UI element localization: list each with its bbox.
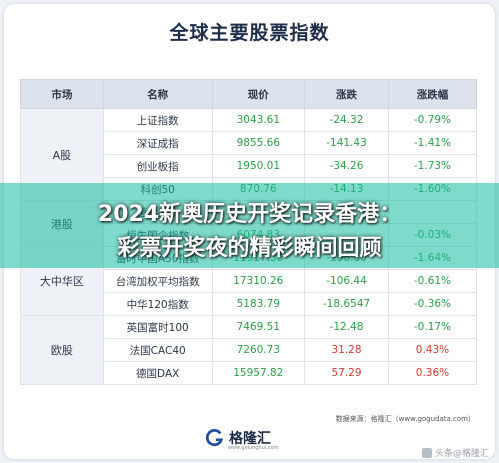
watermark-icon [421,447,432,458]
column-header: 现价 [211,79,306,109]
name-cell: 深证成指 [102,131,213,155]
change-pct-cell: -0.17% [387,315,478,339]
change-pct-cell: 0.43% [387,338,478,362]
table-row: 欧股 英国富时100 7469.51 -12.48 -0.17% [20,315,478,385]
price-cell: 9855.66 [211,131,306,155]
change-pct-cell: -1.73% [387,154,478,178]
watermark-text: 头条@格隆汇 [434,449,489,459]
name-cell: 台湾加权平均指数 [102,269,213,293]
change-cell: -24.32 [304,108,389,132]
table-header-row: 市场 名称 现价 涨跌 涨跌幅 [20,79,478,109]
table-row: 中华120指数 5183.79 -18.6547 -0.36% [21,292,478,316]
logo-icon [206,429,224,447]
market-cell: 欧股 [20,315,104,385]
change-cell: 57.29 [304,361,389,385]
price-cell: 3043.61 [211,108,306,132]
table-row: 德国DAX 15957.82 57.29 0.36% [21,361,478,385]
table-row: 创业板指 1950.01 -34.26 -1.73% [21,154,478,178]
change-cell: -12.48 [304,315,389,339]
price-cell: 5183.79 [211,292,306,316]
change-cell: -106.44 [304,269,389,293]
price-cell: 15957.82 [211,361,306,385]
headline-banner [0,183,499,268]
page-title: 全球主要股票指数 [169,22,330,44]
change-pct-cell: -0.61% [387,269,478,293]
name-cell: 德国DAX [102,361,213,385]
watermark: 头条@格隆汇 [421,446,489,459]
column-header: 涨跌幅 [387,79,478,109]
headline-line-1: 2024新奥历史开奖记录香港： [97,202,402,227]
price-cell: 1950.01 [211,154,306,178]
name-cell: 上证指数 [102,108,213,132]
change-pct-cell: -1.41% [387,131,478,155]
change-pct-cell: 0.36% [387,361,478,385]
logo-url: www.gelonghui.com [228,445,279,451]
logo-text: 格隆汇 [229,431,271,447]
brand-logo: 格隆汇 www.gelonghui.com [206,428,278,451]
column-header: 涨跌 [304,79,389,109]
name-cell: 中华120指数 [102,292,213,316]
change-cell: -18.6547 [304,292,389,316]
headline-line-2: 彩票开奖夜的精彩瞬间回顾 [117,236,382,261]
name-cell: 英国富时100 [102,315,213,339]
table-row: A股 上证指数 3043.61 -24.32 -0.79% [20,108,478,201]
price-cell: 7469.51 [211,315,306,339]
data-source-note: 数据来源：格隆汇（www.gogudata.com） [335,415,475,423]
name-cell: 法国CAC40 [102,338,213,362]
column-header: 名称 [102,79,213,109]
change-pct-cell: -0.36% [387,292,478,316]
price-cell: 7260.73 [211,338,306,362]
change-cell: -141.43 [304,131,389,155]
change-pct-cell: -0.79% [387,108,478,132]
change-cell: -34.26 [304,154,389,178]
price-cell: 17310.26 [211,269,306,293]
change-cell: 31.28 [304,338,389,362]
name-cell: 创业板指 [102,154,213,178]
column-header: 市场 [20,79,104,109]
table-row: 深证成指 9855.66 -141.43 -1.41% [21,131,478,155]
table-row: 台湾加权平均指数 17310.26 -106.44 -0.61% [21,269,478,293]
